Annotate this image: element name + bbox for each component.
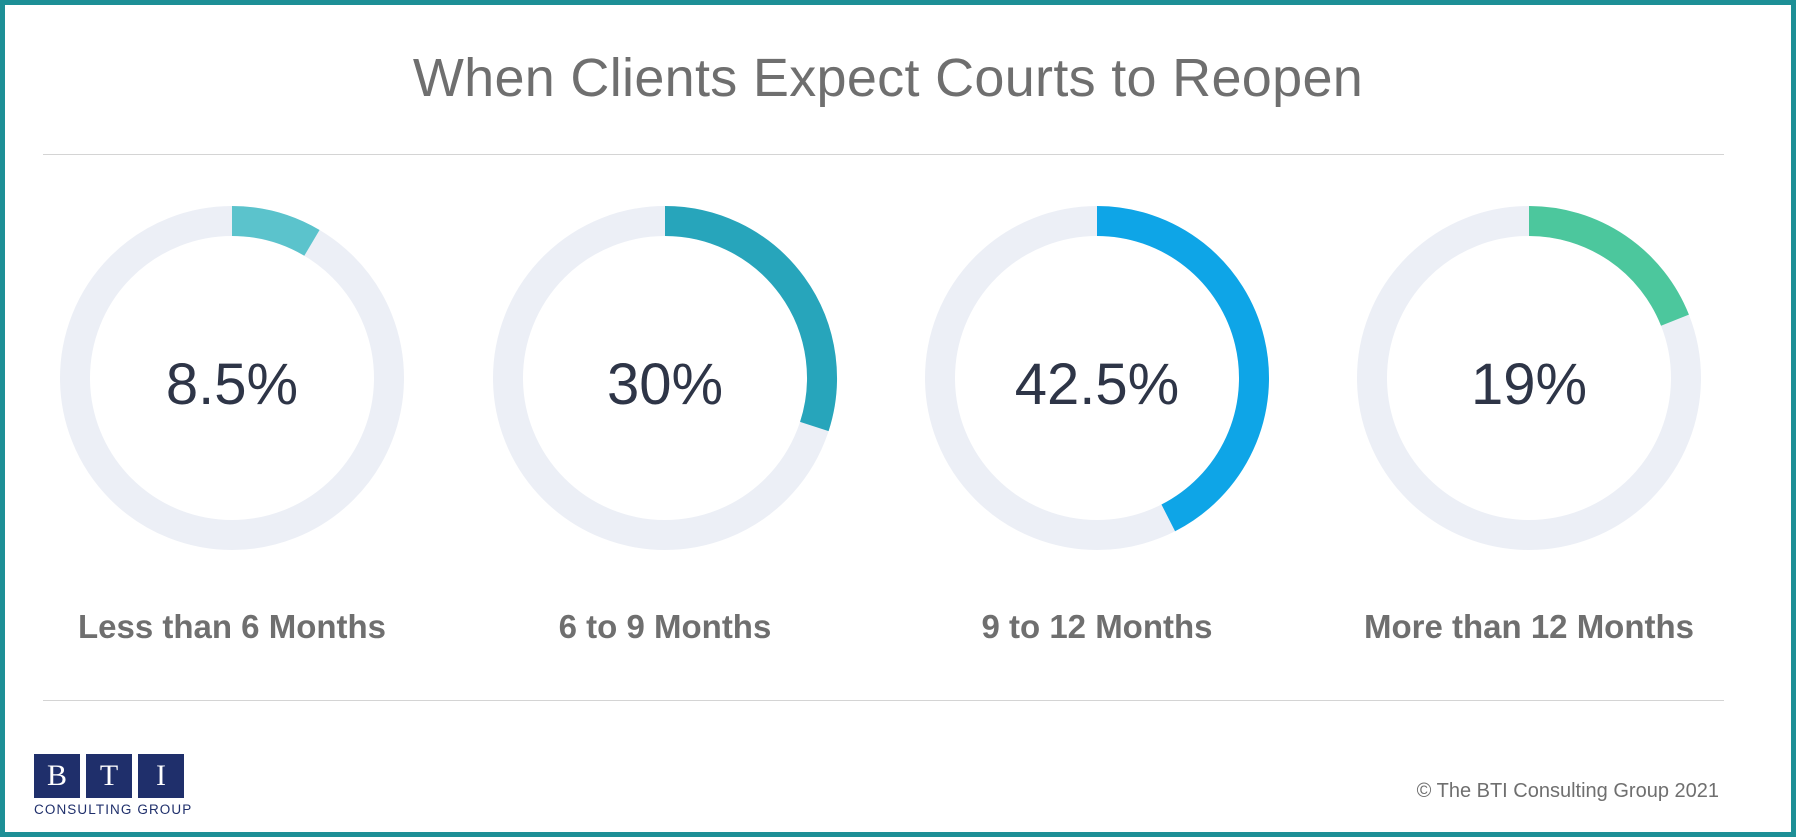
category-label-less-than-6-months: Less than 6 Months xyxy=(77,608,387,645)
donut-svg-1 xyxy=(493,206,837,550)
category-label-6-to-9-months: 6 to 9 Months xyxy=(558,608,772,645)
donut-svg-0 xyxy=(60,206,404,550)
bti-logo: B T I CONSULTING GROUP xyxy=(34,754,192,817)
donut-arc-more-than-12-months xyxy=(1528,206,1689,327)
value-label-6-to-9-months: 30% xyxy=(606,351,724,417)
category-label-more-than-12-months: More than 12 Months xyxy=(1363,608,1695,645)
top-divider xyxy=(43,154,1724,155)
donut-arc-less-than-6-months xyxy=(231,206,320,256)
donut-svg-3 xyxy=(1357,206,1701,550)
chart-title: When Clients Expect Courts to Reopen xyxy=(412,48,1364,108)
value-label-more-than-12-months: 19% xyxy=(1470,351,1588,417)
logo-letter-b: B xyxy=(34,754,80,798)
donut-arc-6-to-9-months xyxy=(664,206,837,432)
donut-9-to-12-months: 42.5% xyxy=(924,205,1270,551)
copyright-notice: © The BTI Consulting Group 2021 xyxy=(1416,780,1719,802)
category-label-9-to-12-months: 9 to 12 Months xyxy=(981,608,1213,645)
logo-letter-t: T xyxy=(86,754,132,798)
logo-subtitle: CONSULTING GROUP xyxy=(34,802,193,817)
donut-svg-2 xyxy=(925,206,1269,550)
logo-letter-i: I xyxy=(138,754,184,798)
value-label-less-than-6-months: 8.5% xyxy=(165,351,299,417)
bottom-divider xyxy=(43,700,1724,701)
logo-letter-boxes: B T I xyxy=(34,754,192,798)
value-label-9-to-12-months: 42.5% xyxy=(1014,351,1180,417)
donut-arc-9-to-12-months xyxy=(1096,206,1269,532)
donut-6-to-9-months: 30% xyxy=(492,205,838,551)
donut-less-than-6-months: 8.5% xyxy=(59,205,405,551)
donut-more-than-12-months: 19% xyxy=(1356,205,1702,551)
